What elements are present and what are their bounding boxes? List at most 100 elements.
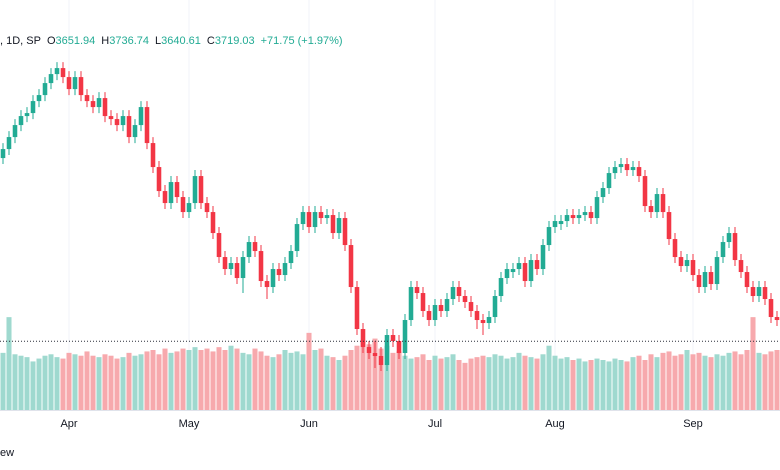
- candle-body: [30, 101, 36, 114]
- volume-bar: [750, 317, 756, 410]
- candle-body: [702, 272, 708, 288]
- candle-body: [78, 77, 84, 96]
- volume-bar: [516, 352, 522, 410]
- candle-body: [432, 305, 438, 321]
- candle-body: [114, 119, 120, 126]
- legend-value: 3736.74: [109, 35, 149, 47]
- legend-label: H: [101, 35, 109, 47]
- candle-body: [48, 74, 54, 84]
- candle-body: [282, 263, 288, 276]
- volume-bar: [504, 358, 510, 410]
- candle-body: [234, 263, 240, 279]
- candle-body: [576, 215, 582, 219]
- candle-body: [672, 239, 678, 258]
- volume-bar: [120, 357, 126, 410]
- volume-bar: [270, 357, 276, 410]
- candle-body: [168, 182, 174, 204]
- x-tick-label: May: [179, 418, 200, 430]
- volume-bar: [468, 358, 474, 410]
- volume-bar: [540, 354, 546, 410]
- candle-body: [342, 218, 348, 246]
- candle-body: [150, 143, 156, 168]
- volume-bar: [336, 360, 342, 410]
- candle-body: [192, 176, 198, 204]
- candle-body: [336, 218, 342, 234]
- volume-bar: [426, 360, 432, 410]
- candle-body: [384, 335, 390, 366]
- volume-bar: [486, 357, 492, 410]
- candle-body: [72, 77, 78, 90]
- candle-body: [360, 329, 366, 348]
- volume-bar: [6, 317, 12, 410]
- volume-bar: [660, 352, 666, 410]
- candle-body: [468, 302, 474, 312]
- volume-bar: [48, 354, 54, 410]
- volume-bar: [300, 354, 306, 410]
- candle-body: [774, 317, 780, 321]
- candle-body: [516, 263, 522, 270]
- candle-body: [600, 188, 606, 198]
- volume-bar: [60, 358, 66, 410]
- symbol: , 1D, SP: [0, 35, 41, 47]
- candle-layer: [0, 62, 780, 372]
- candle-body: [756, 287, 762, 297]
- candle-body: [768, 299, 774, 318]
- candle-body: [528, 260, 534, 282]
- volume-bar: [114, 358, 120, 410]
- volume-bar: [228, 345, 234, 410]
- volume-bar: [198, 350, 204, 410]
- candle-body: [288, 251, 294, 264]
- candle-body: [654, 194, 660, 213]
- volume-bar: [438, 358, 444, 410]
- candle-body: [738, 260, 744, 273]
- candle-body: [144, 107, 150, 144]
- volume-bar: [30, 361, 36, 410]
- candle-body: [630, 167, 636, 171]
- candle-body: [366, 347, 372, 354]
- candle-body: [126, 116, 132, 138]
- volume-bar: [384, 345, 390, 410]
- candle-body: [534, 260, 540, 270]
- volume-bar: [600, 360, 606, 410]
- candle-body: [66, 77, 72, 90]
- volume-bar: [474, 357, 480, 410]
- volume-bar: [330, 357, 336, 410]
- candle-body: [12, 125, 18, 138]
- candle-body: [408, 287, 414, 321]
- volume-bar: [318, 348, 324, 410]
- candle-body: [270, 269, 276, 288]
- volume-bar: [84, 351, 90, 410]
- volume-bar: [624, 361, 630, 410]
- volume-bar: [366, 344, 372, 410]
- volume-bar: [774, 350, 780, 410]
- candle-body: [36, 95, 42, 102]
- volume-bar: [612, 358, 618, 410]
- volume-bar: [630, 357, 636, 410]
- volume-bar: [222, 350, 228, 410]
- volume-bar: [108, 355, 114, 410]
- volume-bar: [618, 360, 624, 410]
- candle-body: [636, 167, 642, 177]
- volume-bar: [66, 352, 72, 410]
- volume-bar: [90, 355, 96, 410]
- candle-body: [240, 257, 246, 279]
- candle-body: [318, 212, 324, 219]
- volume-bar: [654, 357, 660, 410]
- volume-bar: [180, 348, 186, 410]
- volume-bar: [744, 350, 750, 410]
- x-tick-label: Sep: [683, 418, 703, 430]
- volume-bar: [708, 357, 714, 410]
- volume-bar: [702, 355, 708, 410]
- volume-bar: [162, 348, 168, 410]
- volume-bar: [42, 355, 48, 410]
- candle-body: [546, 227, 552, 246]
- candle-body: [696, 275, 702, 288]
- candle-body: [0, 149, 6, 159]
- volume-bar: [402, 355, 408, 410]
- candle-body: [54, 68, 60, 75]
- candle-body: [210, 212, 216, 234]
- volume-bar: [144, 351, 150, 410]
- volume-bar: [558, 358, 564, 410]
- candle-body: [354, 287, 360, 330]
- candle-body: [648, 206, 654, 213]
